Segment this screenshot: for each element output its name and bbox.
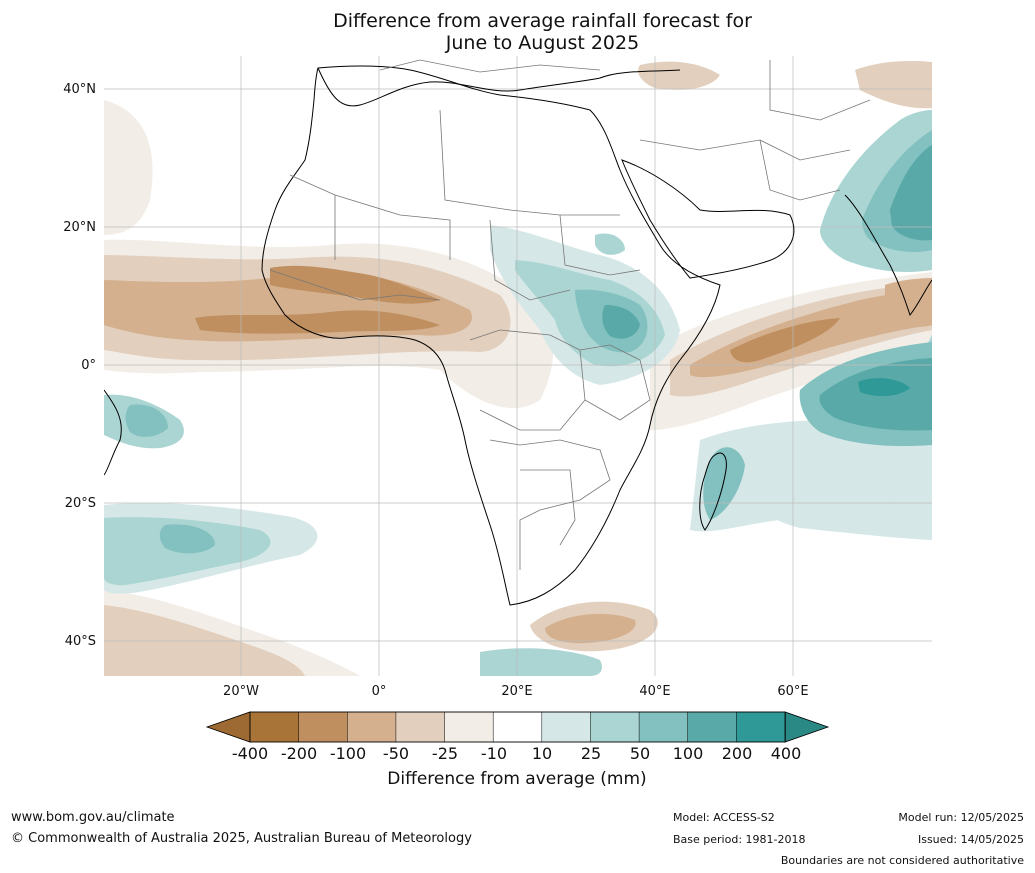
europe-coastline [317, 67, 681, 107]
lon-label-0: 0° [371, 684, 387, 699]
colorbar-segment [249, 711, 300, 743]
dry-core-sahel [270, 265, 440, 304]
wet-gulf-of-guinea-core [125, 404, 168, 437]
colorbar-title: Difference from average (mm) [387, 769, 647, 789]
colorbar-segment [298, 711, 349, 743]
colorbar-segment [444, 711, 494, 743]
arabian-peninsula-coastline [621, 159, 795, 279]
dry-south-of-africa-core [545, 613, 636, 644]
colorbar-label: 50 [629, 744, 651, 763]
colorbar [205, 711, 830, 743]
border-central-asia [769, 60, 871, 121]
lat-label-20s: 20°S [64, 496, 96, 511]
colorbar-segment [687, 711, 738, 743]
colorbar-segment [541, 711, 592, 743]
colorbar-label: -400 [231, 744, 269, 763]
colorbar-segments [249, 711, 786, 743]
colorbar-label: -25 [431, 744, 459, 763]
colorbar-label: -100 [329, 744, 367, 763]
border-sahara-central [334, 194, 451, 260]
colorbar-label: -10 [480, 744, 508, 763]
title-line-1: Difference from average rainfall forecas… [333, 10, 752, 32]
lat-label-0: 0° [81, 358, 96, 373]
madagascar-coastline [699, 452, 727, 531]
dry-arabian-sea-coast [885, 278, 932, 327]
lat-label-20n: 20°N [63, 220, 96, 235]
dry-central-asia [855, 60, 932, 109]
border-iran [759, 139, 841, 201]
colorbar-label: -50 [382, 744, 410, 763]
dry-band-southern-atlantic-mid [104, 605, 305, 676]
colorbar-segment [590, 711, 640, 743]
dry-mediterranean [638, 61, 720, 90]
wet-southern-ocean-patch [480, 648, 602, 676]
border-east-africa [579, 344, 651, 421]
colorbar-label: 25 [580, 744, 602, 763]
lon-label-20w: 20°W [223, 684, 259, 699]
south-america-coastline [104, 389, 122, 476]
colorbar-segment [395, 711, 446, 743]
border-chad-sudan [489, 219, 571, 301]
map-content [104, 56, 932, 676]
wet-bay-of-bengal-core [890, 145, 932, 241]
coastlines [104, 65, 932, 606]
africa-coastline [261, 65, 721, 606]
colorbar-label: 400 [770, 744, 802, 763]
title-line-2: June to August 2025 [445, 32, 640, 54]
border-drc [469, 329, 586, 431]
colorbar-segment [347, 711, 397, 743]
boundaries-disclaimer: Boundaries are not considered authoritat… [780, 854, 1024, 867]
copyright-text: © Commonwealth of Australia 2025, Austra… [11, 831, 472, 846]
colorbar-label: 200 [721, 744, 753, 763]
lon-label-20e: 20°E [501, 684, 533, 699]
colorbar-segment [638, 711, 689, 743]
country-borders [269, 59, 871, 570]
issued-date: Issued: 14/05/2025 [917, 833, 1024, 846]
border-southern-africa [489, 439, 611, 570]
wet-central-africa-core [602, 305, 640, 339]
lat-label-40n: 40°N [63, 82, 96, 97]
wet-ethiopia-patch [595, 233, 625, 255]
lon-label-40e: 40°E [639, 684, 671, 699]
model-name: Model: ACCESS-S2 [673, 811, 775, 824]
colorbar-above-arrow [784, 711, 830, 743]
dry-north-atlantic [104, 100, 153, 235]
wet-anomalies [104, 110, 932, 676]
wet-indian-ocean-peak [858, 378, 910, 397]
chart-title: Difference from average rainfall forecas… [0, 10, 1035, 54]
border-west-africa [269, 269, 441, 301]
colorbar-segment [736, 711, 786, 743]
colorbar-label: 100 [672, 744, 704, 763]
dry-band-indian-ocean-core [730, 318, 840, 363]
lon-label-60e: 60°E [777, 684, 809, 699]
colorbar-label: -200 [280, 744, 318, 763]
lat-label-40s: 40°S [64, 634, 96, 649]
dry-anomalies [104, 60, 932, 676]
graticule [104, 56, 932, 676]
website-link[interactable]: www.bom.gov.au/climate [11, 810, 175, 825]
border-libya-egypt [439, 109, 620, 216]
base-period: Base period: 1981-2018 [673, 833, 806, 846]
border-europe [379, 59, 601, 73]
colorbar-label: 10 [531, 744, 553, 763]
border-sudan [559, 214, 641, 276]
wet-southern-indian-patch [760, 494, 932, 540]
wet-madagascar-channel [703, 447, 745, 520]
wet-south-atlantic-mid [159, 524, 215, 554]
model-run-date: Model run: 12/05/2025 [898, 811, 1024, 824]
india-coastline [844, 194, 932, 317]
colorbar-below-arrow [205, 711, 251, 743]
colorbar-frame [249, 711, 786, 743]
border-namibia-botswana [520, 469, 576, 546]
colorbar-segment [492, 711, 543, 743]
